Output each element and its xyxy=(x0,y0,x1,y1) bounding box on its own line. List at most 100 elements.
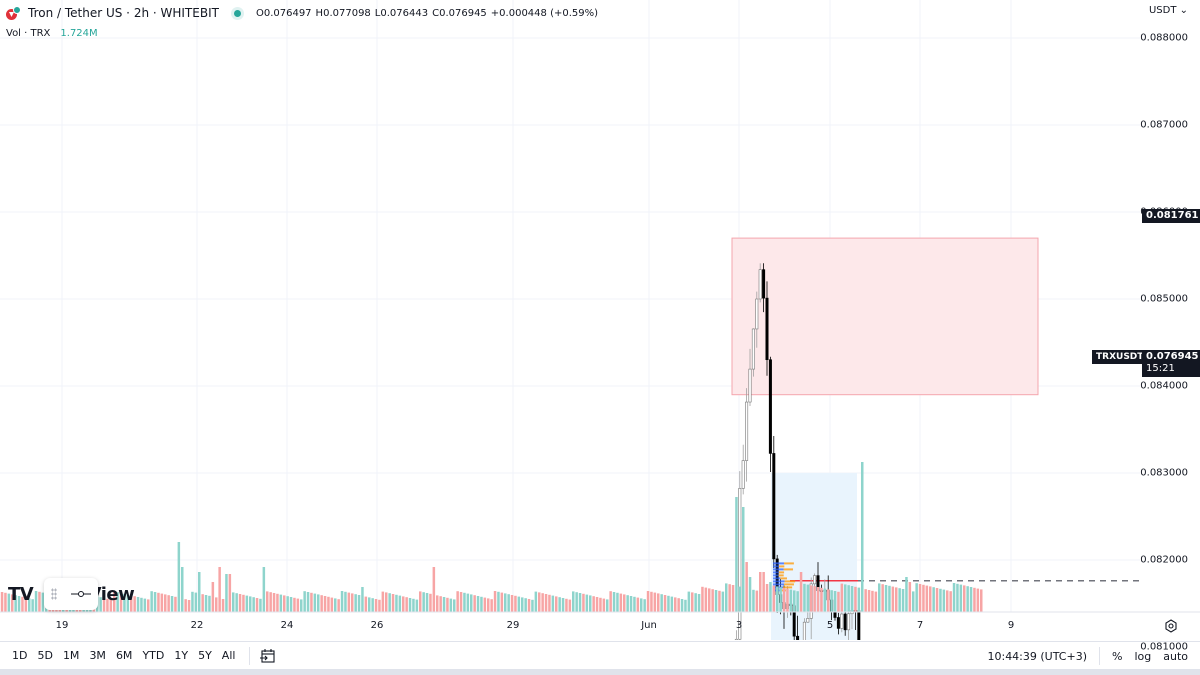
range-button-5y[interactable]: 5Y xyxy=(198,649,212,662)
volume-bar-up xyxy=(99,597,102,612)
volume-bar-up xyxy=(422,592,425,612)
volume-bar-down xyxy=(351,593,354,612)
time-axis-label: 29 xyxy=(506,620,520,631)
volume-profile-bar xyxy=(783,586,793,589)
symbol-title[interactable]: Tron / Tether US · 2h · WHITEBIT xyxy=(28,6,219,20)
volume-bar-down xyxy=(167,595,170,612)
range-button-1d[interactable]: 1D xyxy=(12,649,28,662)
navigation-widget[interactable] xyxy=(44,578,98,610)
drag-handle-icon[interactable] xyxy=(51,588,57,600)
volume-bar-up xyxy=(850,586,854,612)
volume-bar-up xyxy=(687,591,691,612)
range-button-1y[interactable]: 1Y xyxy=(174,649,189,662)
volume-bar-down xyxy=(276,593,279,612)
volume-label[interactable]: Vol · TRX xyxy=(6,28,51,39)
percent-scale-toggle[interactable]: % xyxy=(1112,649,1123,663)
volume-bar-down xyxy=(650,591,653,612)
range-button-ytd[interactable]: YTD xyxy=(142,649,165,662)
volume-bar-down xyxy=(810,585,813,612)
time-axis-label: 7 xyxy=(916,620,924,631)
price-axis-label: 0.084000 xyxy=(1140,380,1188,392)
volume-profile-bar xyxy=(780,577,787,580)
volume-bar-up xyxy=(245,595,249,612)
chart-canvas[interactable] xyxy=(0,0,1200,640)
volume-bar-up xyxy=(823,588,827,612)
volume-bar-down xyxy=(327,596,330,612)
volume-bar-up xyxy=(830,590,833,612)
volume-bar-up xyxy=(670,596,674,612)
volume-bar-up xyxy=(289,597,293,612)
volume-bar-down xyxy=(623,594,626,612)
candle-up xyxy=(806,618,810,623)
time-axis-label: 26 xyxy=(370,620,384,631)
volume-bar-down xyxy=(663,595,667,612)
volume-bar-up xyxy=(252,597,255,612)
volume-bar-up xyxy=(901,589,905,612)
volume-bar-up xyxy=(616,592,619,612)
volume-bar-up xyxy=(7,593,11,612)
time-axis-label: 22 xyxy=(190,620,204,631)
volume-bar-up xyxy=(725,583,728,612)
volume-bar-down xyxy=(490,599,493,612)
volume-profile-bar xyxy=(773,568,784,571)
range-button-6m[interactable]: 6M xyxy=(115,649,133,662)
volume-bar-down xyxy=(854,586,857,612)
volume-bar-down xyxy=(157,592,160,612)
go-to-date-icon[interactable] xyxy=(260,648,276,664)
volume-bar-down xyxy=(320,595,323,612)
volume-bar-down xyxy=(755,590,759,612)
candle-down xyxy=(772,453,776,560)
volume-bar-up xyxy=(204,595,208,612)
volume-bar-up xyxy=(259,598,262,612)
volume-bar-up xyxy=(361,587,364,612)
candle-up xyxy=(748,368,752,403)
volume-bar-up xyxy=(742,507,745,612)
currency-selector[interactable]: USDT ⌄ xyxy=(1148,5,1188,16)
volume-bar-up xyxy=(395,594,398,612)
volume-bar-down xyxy=(708,588,711,612)
range-button-3m[interactable]: 3M xyxy=(89,649,106,662)
volume-bar-down xyxy=(109,599,113,612)
volume-bar-up xyxy=(123,593,126,612)
volume-bar-down xyxy=(816,587,820,612)
volume-bar-down xyxy=(272,593,276,612)
price-axis-label: 0.081000 xyxy=(1140,641,1188,653)
volume-bar-down xyxy=(881,584,884,612)
volume-bar-down xyxy=(419,591,422,612)
change-value: +0.000448 (+0.59%) xyxy=(490,7,599,19)
range-button-5d[interactable]: 5D xyxy=(37,649,53,662)
volume-bar-down xyxy=(385,592,388,612)
volume-bar-up xyxy=(833,591,837,612)
volume-bar-down xyxy=(538,592,541,612)
volume-bar-up xyxy=(640,598,643,612)
volume-bar-down xyxy=(582,593,585,612)
volume-bar-up xyxy=(748,577,752,612)
volume-bar-up xyxy=(334,598,337,612)
chart-settings-icon[interactable] xyxy=(1164,619,1178,633)
log-scale-toggle[interactable]: log xyxy=(1134,649,1152,663)
volume-bar-up xyxy=(194,592,198,612)
volume-bar-down xyxy=(765,584,769,612)
clock-timezone[interactable]: 10:44:39 (UTC+3) xyxy=(987,649,1087,663)
volume-bar-up xyxy=(939,588,942,612)
reset-scale-icon[interactable] xyxy=(71,590,91,598)
volume-bar-up xyxy=(966,586,969,612)
volume-bar-up xyxy=(136,597,140,612)
volume-bar-down xyxy=(164,594,167,612)
low-value: 0.076443 xyxy=(380,7,429,19)
volume-legend: Vol · TRX 1.724M xyxy=(6,28,98,39)
volume-bar-down xyxy=(330,597,334,612)
volume-bar-down xyxy=(949,591,952,612)
auto-scale-toggle[interactable]: auto xyxy=(1163,649,1188,663)
range-button-all[interactable]: All xyxy=(221,649,236,662)
volume-bar-up xyxy=(714,590,718,612)
volume-bar-up xyxy=(398,595,402,612)
volume-bar-up xyxy=(888,585,891,612)
volume-bar-down xyxy=(674,597,677,612)
volume-bar-up xyxy=(170,596,174,612)
range-button-1m[interactable]: 1M xyxy=(62,649,80,662)
volume-profile-bar xyxy=(773,571,779,574)
volume-bar-up xyxy=(952,583,956,612)
volume-bar-up xyxy=(606,599,609,612)
